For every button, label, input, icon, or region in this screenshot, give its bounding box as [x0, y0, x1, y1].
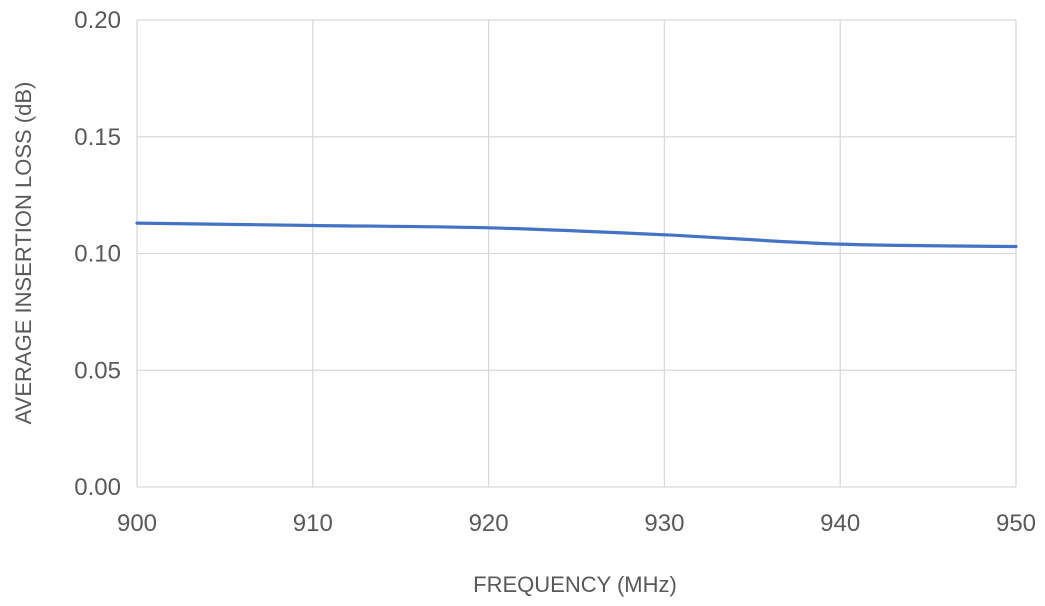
y-tick-label: 0.00 — [74, 474, 121, 501]
series-layer — [135, 221, 1018, 249]
x-tick-label: 920 — [469, 510, 509, 537]
y-axis-ticks: 0.00 0.05 0.10 0.15 0.20 — [74, 7, 121, 501]
x-axis-title: FREQUENCY (MHz) — [473, 572, 677, 597]
y-tick-label: 0.15 — [74, 124, 121, 151]
x-tick-label: 950 — [996, 510, 1036, 537]
x-axis-ticks: 900 910 920 930 940 950 — [117, 510, 1036, 537]
y-tick-label: 0.05 — [74, 357, 121, 384]
x-tick-label: 910 — [293, 510, 333, 537]
x-tick-label: 900 — [117, 510, 157, 537]
x-tick-label: 930 — [644, 510, 684, 537]
y-axis-title: AVERAGE INSERTION LOSS (dB) — [11, 82, 36, 425]
x-tick-label: 940 — [820, 510, 860, 537]
grid-layer — [136, 19, 1017, 488]
y-tick-label: 0.10 — [74, 241, 121, 268]
y-tick-label: 0.20 — [74, 7, 121, 34]
series-line-0 — [135, 221, 1018, 249]
